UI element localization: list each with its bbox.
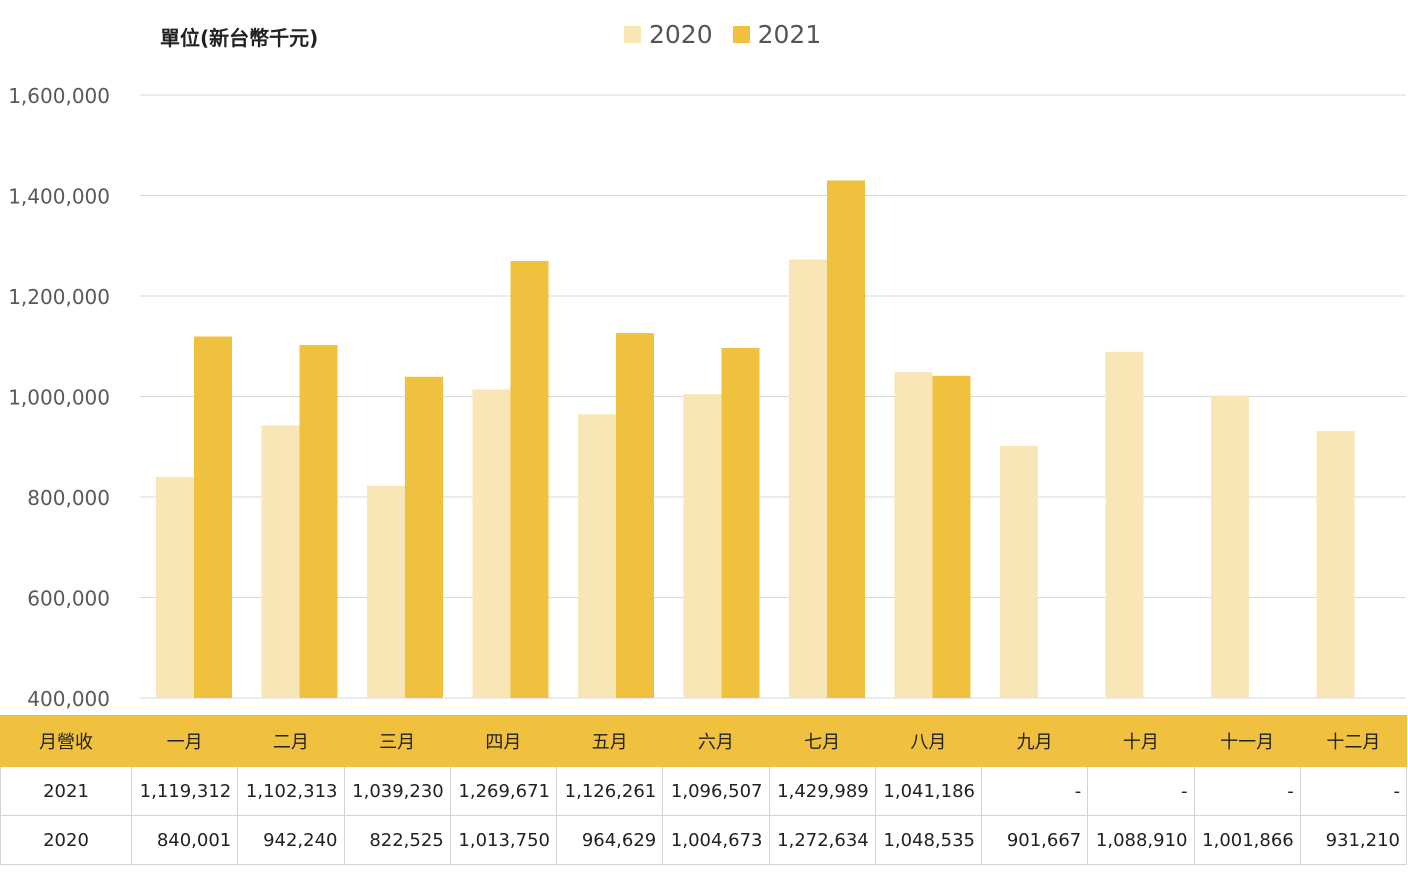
table-cell: 1,088,910 xyxy=(1087,815,1195,865)
month-header: 一月 xyxy=(130,715,239,767)
bar-2020-2 xyxy=(261,425,300,698)
table-cell: 1,048,535 xyxy=(874,815,983,865)
month-header: 七月 xyxy=(768,715,876,767)
table-cell: 1,119,312 xyxy=(130,766,239,816)
bar-2020-5 xyxy=(578,414,616,698)
bar-2020-12 xyxy=(1316,431,1355,698)
table-cell: 1,272,634 xyxy=(768,815,876,865)
bar-2021-3 xyxy=(405,376,443,698)
bar-chart: 400,000 600,000 800,000 1,000,000 1,200,000 1… xyxy=(8,84,1406,711)
y-tick-label: 1,200,000 xyxy=(8,285,110,309)
bar-2020-1 xyxy=(156,476,194,698)
table-cell: 901,667 xyxy=(980,815,1089,865)
table-cell: 1,039,230 xyxy=(343,766,451,816)
month-header: 九月 xyxy=(980,715,1089,767)
data-table: 月營收 一月 二月 三月 四月 五月 六月 七月 八月 九月 十月 十一月 十二月 2021 1,119,3… xyxy=(0,715,1408,865)
table-cell: 1,096,507 xyxy=(662,766,770,816)
y-tick-label: 1,400,000 xyxy=(8,185,110,209)
unit-label: 單位(新台幣千元) xyxy=(160,26,319,50)
y-tick-label: 1,000,000 xyxy=(8,386,110,410)
bar-2021-2 xyxy=(299,345,338,698)
legend-item-2020: 2020 xyxy=(624,20,713,49)
legend-item-2021: 2021 xyxy=(732,20,822,49)
table-cell: 1,429,989 xyxy=(768,766,876,816)
table-header-row: 月營收 一月 二月 三月 四月 五月 六月 七月 八月 九月 十月 十一月 十二月 xyxy=(0,715,1408,767)
bar-2020-7 xyxy=(789,259,827,698)
table-cell: - xyxy=(1193,766,1301,816)
table-cell: 1,126,261 xyxy=(555,766,664,816)
table-cell: 1,013,750 xyxy=(449,815,558,865)
bar-2021-8 xyxy=(932,375,971,698)
month-header: 四月 xyxy=(449,715,558,767)
month-header: 十二月 xyxy=(1299,715,1408,767)
month-header: 五月 xyxy=(555,715,664,767)
table-cell: 1,041,186 xyxy=(874,766,983,816)
bar-2020-6 xyxy=(683,394,722,698)
y-tick-label: 800,000 xyxy=(27,486,110,510)
table-cell: 822,525 xyxy=(343,815,451,865)
month-header: 二月 xyxy=(237,715,345,767)
table-cell: 1,001,866 xyxy=(1193,815,1301,865)
bar-2020-11 xyxy=(1211,395,1249,698)
table-corner-label: 月營收 xyxy=(0,715,132,767)
table-row: 2020 840,001 942,240 822,525 1,013,750 964,62… xyxy=(0,815,1408,865)
legend-swatch xyxy=(732,26,750,43)
bar-2021-5 xyxy=(616,333,654,698)
legend: 2020 2021 xyxy=(624,20,841,49)
table-row: 2021 1,119,312 1,102,313 1,039,230 1,269,671… xyxy=(0,766,1408,816)
y-tick-label: 1,600,000 xyxy=(8,84,110,108)
table-cell: - xyxy=(1299,766,1408,816)
month-header: 八月 xyxy=(874,715,983,767)
table-cell: 931,210 xyxy=(1299,815,1408,865)
bar-2021-7 xyxy=(827,180,865,698)
table-cell: 1,102,313 xyxy=(237,766,345,816)
table-cell: 1,269,671 xyxy=(449,766,558,816)
bar-2020-9 xyxy=(1000,445,1038,698)
month-header: 六月 xyxy=(662,715,770,767)
y-tick-label: 400,000 xyxy=(27,687,110,711)
bar-2020-10 xyxy=(1105,351,1144,698)
table-cell: 1,004,673 xyxy=(662,815,770,865)
row-label: 2020 xyxy=(0,815,132,865)
month-header: 十一月 xyxy=(1193,715,1301,767)
table-cell: 964,629 xyxy=(555,815,664,865)
table-cell: 840,001 xyxy=(130,815,239,865)
legend-label: 2020 xyxy=(649,20,713,49)
legend-label: 2021 xyxy=(757,20,822,49)
table-cell: - xyxy=(980,766,1089,816)
bar-2021-1 xyxy=(194,336,232,698)
month-header: 三月 xyxy=(343,715,451,767)
bar-2021-6 xyxy=(721,348,760,698)
bar-2020-3 xyxy=(367,485,405,698)
bar-2021-4 xyxy=(510,260,549,698)
bar-2020-4 xyxy=(472,389,511,698)
bar-2020-8 xyxy=(894,372,933,698)
y-tick-label: 600,000 xyxy=(27,587,110,611)
table-cell: - xyxy=(1087,766,1195,816)
row-label: 2021 xyxy=(0,766,132,816)
legend-swatch xyxy=(624,26,641,43)
month-header: 十月 xyxy=(1087,715,1195,767)
table-cell: 942,240 xyxy=(237,815,345,865)
